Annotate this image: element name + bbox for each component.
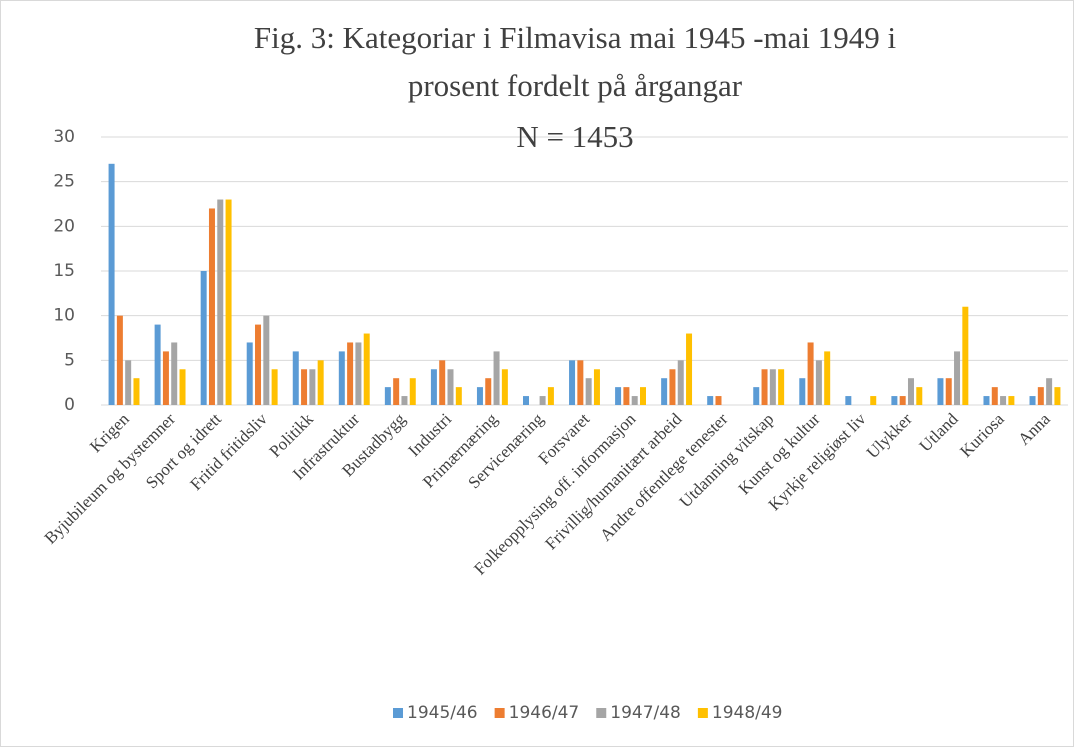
bar	[1046, 378, 1053, 405]
legend-swatch	[596, 708, 607, 718]
bar	[547, 387, 554, 405]
bar	[447, 369, 454, 405]
bar	[1008, 396, 1015, 405]
bar	[569, 360, 576, 405]
legend-label: 1947/48	[610, 703, 681, 723]
bar	[799, 378, 806, 405]
bar	[217, 199, 224, 405]
bar	[338, 351, 345, 405]
y-tick-label: 5	[64, 350, 75, 370]
bar	[455, 387, 462, 405]
bar	[179, 369, 186, 405]
y-tick-label: 30	[53, 127, 75, 147]
bar	[769, 369, 776, 405]
bar	[991, 387, 998, 405]
y-tick-label: 25	[53, 172, 75, 192]
bar	[476, 387, 483, 405]
bar	[945, 378, 952, 405]
bar	[639, 387, 646, 405]
bar	[116, 315, 123, 405]
bar	[631, 396, 638, 405]
bar	[824, 351, 831, 405]
bar	[623, 387, 630, 405]
legend-label: 1945/46	[407, 703, 478, 723]
bar	[162, 351, 169, 405]
bar	[907, 378, 914, 405]
bar	[485, 378, 492, 405]
bar	[301, 369, 308, 405]
bar	[125, 360, 132, 405]
bar	[899, 396, 906, 405]
bar	[753, 387, 760, 405]
legend-label: 1948/49	[712, 703, 783, 723]
bar	[669, 369, 676, 405]
bar	[393, 378, 400, 405]
y-tick-label: 10	[53, 306, 75, 326]
bar	[1029, 396, 1036, 405]
bar	[501, 369, 508, 405]
bar	[347, 342, 354, 405]
bar	[539, 396, 546, 405]
bar	[707, 396, 714, 405]
bar	[761, 369, 768, 405]
bar	[154, 324, 161, 405]
bar	[661, 378, 668, 405]
bar	[133, 378, 140, 405]
y-tick-label: 0	[64, 395, 75, 415]
bar	[430, 369, 437, 405]
y-tick-label: 20	[53, 216, 75, 236]
bar	[401, 396, 408, 405]
bar	[937, 378, 944, 405]
bar	[577, 360, 584, 405]
bar	[1000, 396, 1007, 405]
bar	[317, 360, 324, 405]
bar	[1054, 387, 1061, 405]
bar	[807, 342, 814, 405]
bar	[225, 199, 232, 405]
bar	[686, 333, 693, 405]
bar	[983, 396, 990, 405]
bar	[891, 396, 898, 405]
bar	[263, 315, 270, 405]
bar	[439, 360, 446, 405]
bar	[200, 271, 207, 405]
legend-label: 1946/47	[509, 703, 580, 723]
bar	[593, 369, 600, 405]
bar	[954, 351, 961, 405]
bar	[778, 369, 785, 405]
bar	[355, 342, 362, 405]
bar	[271, 369, 278, 405]
bar	[870, 396, 877, 405]
chart-subtitle: N = 1453	[516, 119, 634, 154]
bar	[962, 306, 969, 405]
bar	[815, 360, 822, 405]
bar	[677, 360, 684, 405]
legend-swatch	[494, 708, 505, 718]
legend-swatch	[393, 708, 403, 718]
bar	[363, 333, 370, 405]
bar	[1037, 387, 1044, 405]
bar	[916, 387, 923, 405]
bar	[845, 396, 852, 405]
bar	[292, 351, 299, 405]
legend-swatch	[697, 708, 708, 718]
bar	[409, 378, 416, 405]
bar	[493, 351, 500, 405]
chart-title: Fig. 3: Kategoriar i Filmavisa mai 1945 …	[253, 20, 897, 103]
bar	[171, 342, 178, 405]
y-tick-label: 15	[53, 261, 75, 281]
bar	[523, 396, 530, 405]
bar	[309, 369, 316, 405]
bar	[255, 324, 262, 405]
bar	[715, 396, 722, 405]
bar	[108, 163, 115, 405]
bar	[246, 342, 253, 405]
bar	[585, 378, 592, 405]
bar	[615, 387, 622, 405]
bar	[384, 387, 391, 405]
bar	[208, 208, 215, 405]
